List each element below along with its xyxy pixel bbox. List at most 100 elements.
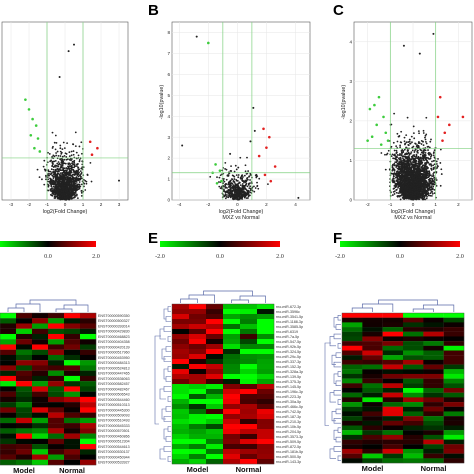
data-point-ns [404,167,407,170]
data-point-ns [52,172,55,174]
data-point-ns [417,145,420,148]
data-point-ns [59,172,62,175]
data-point-ns [246,177,248,180]
heatmap-row-label: ENST00000429830 [98,330,130,334]
data-point-ns [56,162,59,165]
heatmap-cell [48,323,65,329]
data-point-ns [424,149,427,152]
heatmap-cell [206,324,224,330]
data-point-down [382,115,385,119]
data-point-ns [400,154,403,157]
data-point-ns [68,194,71,197]
data-point-ns [55,154,58,157]
heatmap-cell [257,389,275,395]
data-point-ns [52,188,55,190]
data-point-ns [403,191,406,194]
data-point-ns [392,191,395,193]
heatmap-cell [48,412,65,418]
data-point-ns [66,169,68,172]
y-tick-label: 2 [167,156,170,161]
heatmap-cell [16,454,33,460]
data-point-ns [249,185,252,188]
data-point-ns [71,168,73,171]
data-point-ns [422,132,425,134]
heatmap-cell [257,379,275,385]
data-point-ns [66,178,68,181]
data-point-ns [69,186,71,189]
heatmap-cell [64,360,81,366]
heatmap-cell [206,304,224,310]
data-point-ns [428,146,431,149]
heatmap-cell [16,328,33,335]
data-point-ns [84,189,87,191]
data-point-ns [229,152,232,155]
heatmap-cell [80,396,97,403]
data-point-ns [255,173,258,176]
data-point-ns [422,186,424,189]
heatmap-cell [32,365,49,371]
data-point-ns [396,195,399,198]
heatmap-cell [0,423,17,429]
data-point-ns [423,164,426,167]
data-point-ns [247,170,250,172]
data-point-ns [72,189,75,192]
data-point-ns [404,186,407,188]
data-point-ns [64,186,66,189]
data-point-ns [421,157,424,160]
plot-subtitle: MXZ vs Normal [394,215,431,221]
data-point-ns [59,182,62,185]
data-point-ns [68,171,71,174]
heatmap-cell [257,424,275,430]
heatmap-cell [32,318,49,324]
data-point-up [90,153,94,156]
heatmap-cell [240,384,258,390]
heatmap-cell [172,419,190,425]
heatmap-cell [189,394,207,400]
heatmap-cell [32,333,49,340]
heatmap-cell [0,438,17,445]
heatmap-cell [0,433,17,439]
data-point-ns [403,158,406,161]
data-point-ns [418,194,420,197]
heatmap-cell [189,369,207,375]
group-label-normal: Normal [59,466,85,474]
data-point-ns [65,153,68,155]
data-point-ns [410,185,412,188]
y-tick-label: 2 [349,118,352,123]
data-point-ns [413,176,416,179]
data-point-ns [433,183,436,186]
data-point-ns [229,183,232,186]
heatmap-cell [257,399,275,405]
data-point-ns [428,181,431,183]
data-point-ns [36,168,39,171]
data-point-ns [243,174,246,177]
data-point-ns [90,180,93,183]
data-point-ns [433,192,436,194]
heatmap-cell [80,370,97,377]
data-point-ns [70,179,72,182]
data-point-ns [432,154,435,157]
heatmap-cell [64,344,81,350]
data-point-ns [53,141,56,144]
data-point-ns [423,183,426,185]
heatmap-cell [16,412,33,418]
data-point-ns [396,154,399,156]
heatmap-cell [64,318,81,324]
heatmap-cell [64,459,81,466]
heatmap-cell [0,444,17,450]
data-point-ns [70,177,73,180]
data-point-ns [401,152,403,155]
data-point-ns [229,185,232,188]
data-point-ns [399,168,402,171]
heatmap-cell [172,424,190,430]
data-point-ns [63,189,66,192]
heatmap-cell [0,344,17,350]
heatmap-cell [206,354,224,360]
heatmap-cell [172,429,190,435]
data-point-ns [430,138,432,141]
heatmap-row-label: ENST00000512304 [98,440,130,444]
heatmap-cell [48,354,65,361]
data-point-ns [410,195,412,198]
heatmap-cell [172,364,190,370]
data-point-ns [52,166,55,168]
